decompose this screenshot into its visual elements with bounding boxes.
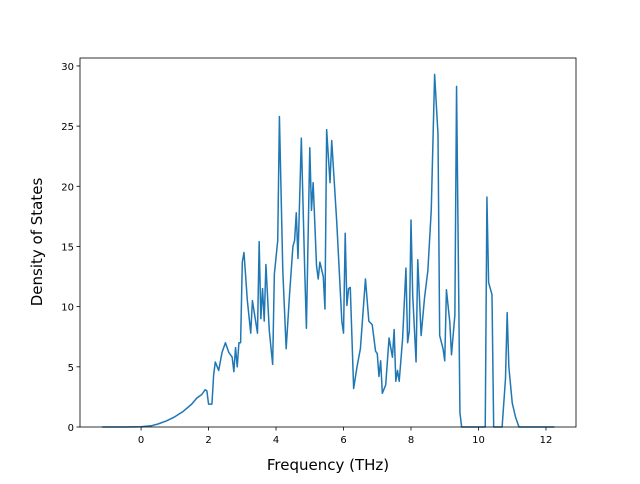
x-axis-label: Frequency (THz) [267, 456, 389, 474]
y-tick-label: 10 [61, 303, 74, 314]
x-tick-label: 2 [205, 435, 211, 446]
y-tick-label: 15 [61, 242, 74, 253]
y-tick-label: 25 [61, 122, 74, 133]
x-tick-label: 4 [273, 435, 279, 446]
y-axis-label: Density of States [28, 178, 46, 307]
plot-frame [79, 57, 577, 428]
x-tick-label: 6 [340, 435, 346, 446]
x-tick-label: 0 [138, 435, 144, 446]
y-tick-label: 30 [61, 62, 74, 73]
line-series [102, 73, 555, 428]
y-tick-label: 20 [61, 182, 74, 193]
x-tick-label: 8 [408, 435, 414, 446]
x-tick-label: 10 [472, 435, 485, 446]
x-tick-label: 12 [540, 435, 553, 446]
y-tick-label: 5 [68, 363, 74, 374]
y-tick-label: 0 [68, 423, 74, 434]
